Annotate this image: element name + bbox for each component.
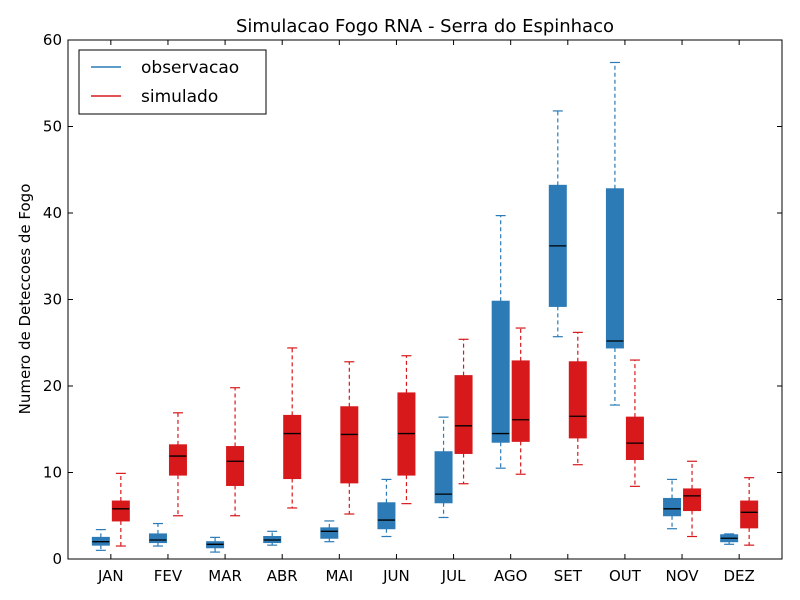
plot-area <box>91 61 759 553</box>
box-iqr <box>511 360 530 442</box>
chart-title: Simulacao Fogo RNA - Serra do Espinhaco <box>236 16 614 37</box>
legend: observacao simulado <box>78 49 267 115</box>
box-simulado-ago <box>511 327 530 475</box>
x-tick-label-set: SET <box>554 567 583 585</box>
y-tick-label: 40 <box>43 204 62 222</box>
box-simulado-jan <box>111 472 130 547</box>
box-simulado-set <box>568 331 587 466</box>
box-iqr <box>568 361 587 439</box>
box-iqr <box>663 497 682 517</box>
box-iqr <box>740 500 759 529</box>
y-tick-label: 50 <box>43 118 62 136</box>
x-tick-label-out: OUT <box>609 567 642 585</box>
box-iqr <box>340 406 359 484</box>
y-tick-label: 30 <box>43 291 62 309</box>
x-tick-label-mai: MAI <box>325 567 353 585</box>
box-observacao-dez <box>720 533 739 545</box>
x-tick-label-jun: JUN <box>382 567 410 585</box>
box-observacao-out <box>605 61 624 406</box>
box-iqr <box>111 500 130 522</box>
x-tick-label-ago: AGO <box>494 567 527 585</box>
box-observacao-mar <box>206 536 225 553</box>
box-iqr <box>148 533 167 544</box>
y-axis-label: Numero de Deteccoes de Fogo <box>16 184 34 415</box>
box-iqr <box>683 488 702 512</box>
box-simulado-jul <box>454 338 473 485</box>
x-tick-label-nov: NOV <box>666 567 700 585</box>
box-simulado-mai <box>340 361 359 515</box>
x-tick-label-abr: ABR <box>267 567 298 585</box>
x-tick-label-jan: JAN <box>97 567 124 585</box>
box-iqr <box>320 527 339 539</box>
x-axis: JAN FEV MAR ABR MAI JUN JUL AGO SET OUT NOV DEZ <box>97 40 755 585</box>
box-simulado-dez <box>740 477 759 546</box>
box-iqr <box>454 375 473 454</box>
box-iqr <box>491 300 510 443</box>
y-axis: 0 10 20 30 40 50 60 <box>43 31 782 568</box>
box-observacao-jun <box>377 478 396 538</box>
legend-label-simulado: simulado <box>141 87 218 107</box>
series-simulado <box>111 327 759 547</box>
x-tick-label-jul: JUL <box>441 567 466 585</box>
box-iqr <box>434 451 453 504</box>
box-observacao-set <box>548 110 567 338</box>
x-tick-label-mar: MAR <box>208 567 242 585</box>
box-iqr <box>625 416 644 461</box>
box-simulado-nov <box>683 460 702 538</box>
box-simulado-out <box>625 359 644 487</box>
box-simulado-abr <box>283 347 302 509</box>
box-iqr <box>168 444 187 476</box>
box-simulado-jun <box>397 355 416 505</box>
box-observacao-jul <box>434 416 453 519</box>
y-tick-label: 20 <box>43 377 62 395</box>
y-tick-label: 60 <box>43 31 62 49</box>
box-iqr <box>226 446 245 486</box>
box-observacao-nov <box>663 478 682 530</box>
box-iqr <box>283 414 302 480</box>
box-observacao-jan <box>91 528 110 551</box>
y-tick-label: 0 <box>52 550 62 568</box>
legend-frame <box>78 49 267 115</box>
box-iqr <box>605 188 624 349</box>
x-tick-label-fev: FEV <box>154 567 183 585</box>
series-observacao <box>91 61 739 553</box>
y-tick-label: 10 <box>43 464 62 482</box>
box-observacao-mai <box>320 520 339 543</box>
box-observacao-ago <box>491 214 510 469</box>
box-observacao-fev <box>148 522 167 547</box>
box-iqr <box>377 502 396 530</box>
x-tick-label-dez: DEZ <box>724 567 755 585</box>
legend-label-observacao: observacao <box>141 58 239 78</box>
box-observacao-abr <box>263 530 282 546</box>
box-simulado-fev <box>168 412 187 517</box>
box-simulado-mar <box>226 387 245 517</box>
plot-frame <box>67 39 783 560</box>
